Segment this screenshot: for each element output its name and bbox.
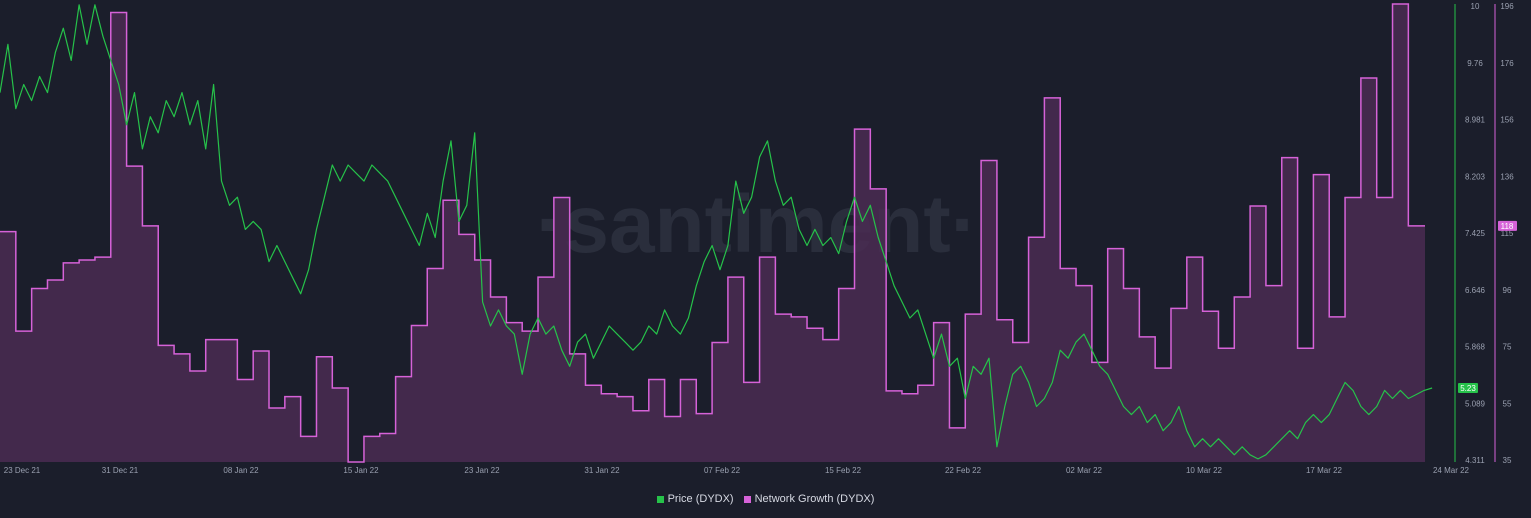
- legend-label-network-growth: Network Growth (DYDX): [754, 493, 875, 505]
- price-last-value-badge: [1458, 383, 1478, 394]
- network-growth-line: [0, 3, 1425, 463]
- price-y-tick-label: 5.089: [1465, 399, 1486, 408]
- price-line: [0, 4, 1433, 460]
- network-growth-y-tick-label: 196: [1500, 2, 1514, 11]
- price-y-tick-label: 10: [1471, 2, 1480, 11]
- watermark: ·santiment·: [536, 179, 978, 270]
- legend-item-price[interactable]: Price (DYDX): [656, 493, 734, 505]
- network-growth-last-value-label: 118: [1501, 222, 1514, 231]
- x-tick-label: 17 Mar 22: [1306, 466, 1343, 475]
- legend-swatch-price: [656, 495, 664, 503]
- x-tick-label: 02 Mar 22: [1066, 466, 1103, 475]
- x-tick-label: 15 Jan 22: [343, 466, 379, 475]
- chart-legend: Price (DYDX) Network Growth (DYDX): [0, 490, 1531, 508]
- network-growth-y-tick-label: 35: [1503, 456, 1512, 465]
- network-growth-y-tick-label: 176: [1500, 59, 1514, 68]
- x-tick-label: 08 Jan 22: [223, 466, 259, 475]
- x-tick-label: 31 Dec 21: [102, 466, 139, 475]
- network-growth-last-value-badge: [1498, 220, 1517, 231]
- x-tick-label: 22 Feb 22: [945, 466, 982, 475]
- price-y-tick-label: 7.425: [1465, 229, 1486, 238]
- price-y-tick-label: 8.203: [1465, 172, 1486, 181]
- x-tick-label: 24 Mar 22: [1433, 466, 1470, 475]
- network-growth-y-tick-label: 55: [1503, 399, 1512, 408]
- network-growth-y-tick-label: 156: [1500, 116, 1514, 125]
- legend-item-network-growth[interactable]: Network Growth (DYDX): [743, 493, 875, 505]
- axes-layer: 10 9.76 8.981 8.203 7.425 6.646 5.868 5.089 4.31…: [4, 2, 1517, 475]
- price-last-value-label: 5.23: [1460, 384, 1476, 393]
- price-y-tick-label: 4.311: [1465, 456, 1485, 465]
- x-tick-label: 23 Jan 22: [464, 466, 500, 475]
- x-tick-label: 31 Jan 22: [584, 466, 620, 475]
- network-growth-y-tick-label: 136: [1500, 172, 1514, 181]
- price-y-tick-label: 8.981: [1465, 116, 1486, 125]
- legend-label-price: Price (DYDX): [667, 493, 734, 505]
- price-layer: [0, 4, 1433, 460]
- network-growth-y-tick-label: 96: [1503, 286, 1512, 295]
- network-growth-y-tick-label: 75: [1503, 343, 1512, 352]
- price-y-tick-label: 6.646: [1465, 286, 1486, 295]
- x-tick-label: 15 Feb 22: [825, 466, 862, 475]
- network-growth-y-tick-label: 115: [1501, 229, 1514, 238]
- network-growth-area: [0, 4, 1425, 462]
- network-growth-layer: [0, 3, 1425, 463]
- price-y-tick-label: 9.76: [1467, 59, 1483, 68]
- x-tick-label: 23 Dec 21: [4, 466, 41, 475]
- x-tick-label: 07 Feb 22: [704, 466, 741, 475]
- x-tick-label: 10 Mar 22: [1186, 466, 1223, 475]
- price-y-tick-label: 5.868: [1465, 343, 1486, 352]
- legend-swatch-network-growth: [743, 495, 751, 503]
